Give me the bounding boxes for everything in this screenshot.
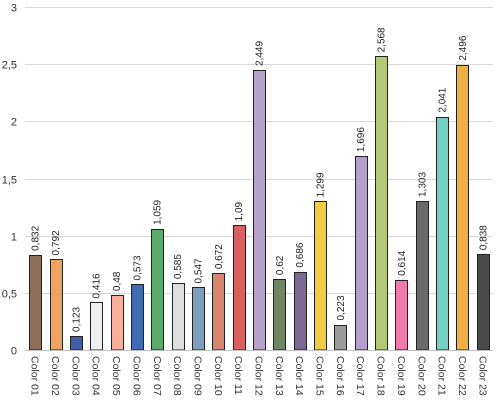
bar-color-15: [314, 201, 327, 351]
bar-color-17: [355, 156, 368, 351]
bar-color-09: [192, 287, 205, 351]
x-category-label: Color 13: [273, 356, 285, 396]
data-label: 1,059: [153, 199, 164, 224]
bar-color-04: [90, 302, 103, 351]
bar-color-11: [233, 225, 246, 351]
x-category-label: Color 19: [395, 356, 407, 396]
data-labels: 0,832 0,792 0,123 0,416 0,48 0,573 1,059 0,585 0…: [31, 27, 490, 332]
data-label: 1,299: [316, 172, 327, 197]
data-label: 0,62: [275, 255, 286, 275]
y-tick-label: 2,5: [2, 60, 17, 72]
data-label: 0,48: [112, 271, 123, 291]
data-label: 1,303: [417, 172, 428, 197]
data-label: 2,041: [438, 87, 449, 112]
data-label: 0,547: [193, 258, 204, 283]
x-category-label: Color 09: [191, 356, 203, 396]
data-label: 1,696: [356, 127, 367, 152]
x-category-label: Color 15: [314, 356, 326, 396]
bar-color-22: [456, 65, 469, 351]
bar-color-14: [294, 272, 307, 351]
x-category-label: Color 12: [253, 356, 265, 396]
data-label: 2,568: [377, 27, 388, 52]
bar-color-20: [416, 201, 429, 351]
bar-color-21: [436, 117, 449, 351]
x-category-label: Color 04: [90, 356, 102, 396]
data-label: 2,449: [255, 41, 266, 66]
data-label: 0,585: [173, 254, 184, 279]
y-axis-tick-labels: 0 0,5 1 1,5 2 2,5 3: [2, 3, 17, 358]
bar-color-01: [29, 255, 42, 351]
bar-color-13: [273, 279, 286, 351]
x-category-label: Color 20: [415, 356, 427, 396]
bar-color-23: [477, 254, 490, 351]
data-label: 2,496: [458, 35, 469, 60]
bar-color-07: [151, 229, 164, 351]
bar-color-03: [70, 336, 83, 351]
y-tick-label: 1,5: [2, 175, 17, 187]
x-category-label: Color 17: [354, 356, 366, 396]
bar-color-05: [111, 295, 124, 351]
data-label: 0,123: [71, 306, 82, 331]
x-category-label: Color 11: [232, 356, 244, 395]
bar-color-06: [131, 284, 144, 351]
data-label: 0,573: [132, 255, 143, 280]
bar-color-12: [253, 70, 266, 351]
y-tick-label: 0,5: [2, 289, 17, 301]
x-category-label: Color 22: [456, 356, 468, 396]
bar-color-19: [395, 280, 408, 351]
bar-color-02: [50, 259, 63, 351]
x-category-label: Color 06: [130, 356, 142, 396]
bar-color-18: [375, 56, 388, 351]
x-category-label: Color 23: [476, 356, 488, 396]
bar-color-16: [334, 325, 347, 351]
data-label: 0,832: [31, 225, 42, 250]
data-label: 0,416: [92, 273, 103, 298]
data-label: 0,792: [51, 230, 62, 255]
x-category-label: Color 16: [334, 356, 346, 396]
data-label: 0,686: [295, 242, 306, 267]
x-category-label: Color 08: [171, 356, 183, 396]
y-tick-label: 1: [11, 232, 17, 244]
data-label: 0,614: [397, 250, 408, 275]
y-tick-label: 2: [11, 117, 17, 129]
x-axis-category-labels: Color 01 Color 02 Color 03 Color 04 Color 05…: [29, 356, 489, 396]
x-category-label: Color 07: [151, 356, 163, 396]
x-category-label: Color 02: [49, 356, 61, 396]
data-label: 0,223: [336, 295, 347, 320]
bar-color-10: [212, 273, 225, 351]
x-category-label: Color 01: [29, 356, 41, 396]
x-category-label: Color 10: [212, 356, 224, 396]
x-category-label: Color 18: [375, 356, 387, 396]
x-category-label: Color 14: [293, 356, 305, 396]
bar-color-08: [172, 283, 185, 351]
y-tick-label: 3: [11, 3, 17, 15]
x-category-label: Color 05: [110, 356, 122, 396]
x-category-label: Color 03: [69, 356, 81, 396]
data-label: 0,838: [478, 225, 489, 250]
x-category-label: Color 21: [436, 356, 448, 396]
bars: [29, 56, 490, 351]
y-tick-label: 0: [11, 346, 17, 358]
data-label: 1,09: [234, 201, 245, 221]
data-label: 0,672: [214, 244, 225, 269]
